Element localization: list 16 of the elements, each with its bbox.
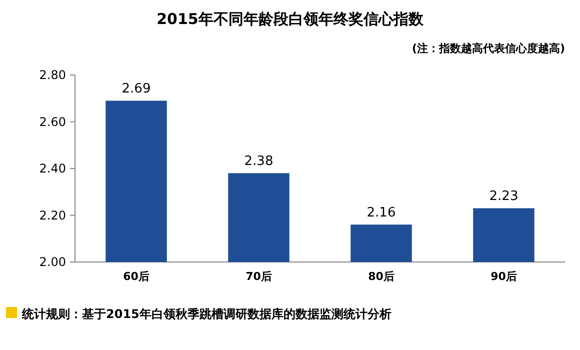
x-tick-label: 60后	[123, 270, 150, 283]
y-tick-label: 2.40	[39, 162, 66, 176]
y-tick-label: 2.00	[39, 255, 66, 269]
data-label: 2.69	[122, 82, 151, 97]
y-tick-label: 2.20	[39, 208, 66, 222]
chart-title: 2015年不同年龄段白领年终奖信心指数	[156, 10, 424, 28]
x-tick-label: 90后	[490, 270, 517, 283]
chart-subtitle: (注：指数越高代表信心度越高)	[412, 42, 565, 55]
y-tick-label: 2.60	[39, 114, 66, 129]
data-label: 2.16	[366, 206, 396, 221]
data-label: 2.23	[489, 189, 518, 204]
x-tick-label: 80后	[368, 270, 394, 283]
y-tick-label: 2.80	[39, 68, 66, 82]
data-label: 2.38	[244, 154, 274, 170]
x-tick-label: 70后	[246, 270, 272, 283]
text: 统计规则：基于2015年白领秋季跳槽调研数据库的数据监测统计分析	[21, 307, 392, 321]
